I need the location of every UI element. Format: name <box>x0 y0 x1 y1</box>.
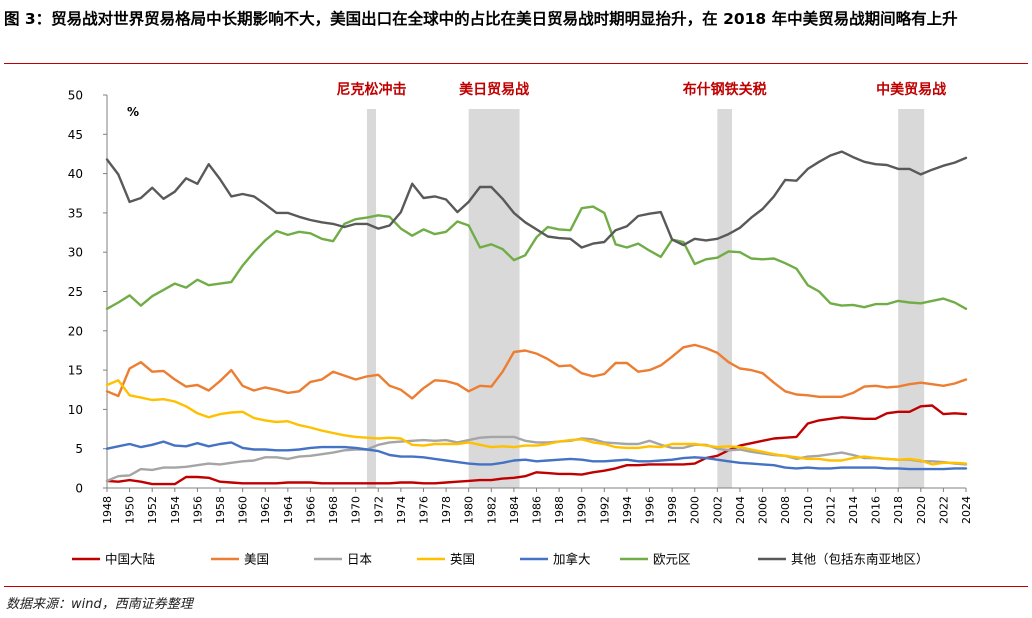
legend-label-euro: 欧元区 <box>653 552 691 567</box>
y-tick-label-4: 20 <box>68 324 83 338</box>
x-tick-label-0: 1948 <box>101 496 114 524</box>
x-tick-label-31: 2010 <box>802 496 815 524</box>
x-tick-label-9: 1966 <box>304 496 317 524</box>
x-tick-label-18: 1984 <box>508 496 521 524</box>
x-tick-label-17: 1982 <box>485 496 498 524</box>
event-band-3 <box>898 109 925 488</box>
event-label-3: 中美贸易战 <box>876 81 946 98</box>
axes-layer: 0 5 10 15 20 25 30 35 40 45 50% 1948 1950 1952 1954 195… <box>68 89 973 525</box>
x-tick-label-37: 2022 <box>937 496 950 524</box>
title-divider <box>4 63 1028 64</box>
x-tick-label-25: 1998 <box>666 496 679 524</box>
y-tick-label-2: 10 <box>68 403 83 417</box>
x-tick-label-15: 1978 <box>440 496 453 524</box>
x-tick-label-19: 1986 <box>531 496 544 524</box>
event-band-1 <box>468 109 520 488</box>
x-tick-label-27: 2002 <box>711 496 724 524</box>
y-tick-label-10: 50 <box>68 89 83 103</box>
y-tick-label-3: 15 <box>68 364 83 378</box>
series-line-other <box>105 150 968 249</box>
series-line-uk <box>105 379 968 466</box>
series-line-euro <box>105 205 968 311</box>
x-tick-label-26: 2000 <box>689 496 702 524</box>
series-line-china <box>105 404 968 486</box>
y-tick-label-6: 30 <box>68 246 83 260</box>
x-tick-label-35: 2018 <box>892 496 905 524</box>
x-tick-label-12: 1972 <box>372 496 385 524</box>
x-tick-label-29: 2006 <box>757 496 770 524</box>
event-label-layer: 尼克松冲击 美日贸易战 布什钢铁关税 中美贸易战 <box>336 81 946 98</box>
x-tick-label-5: 1958 <box>214 496 227 524</box>
series-layer <box>105 150 968 486</box>
x-tick-label-6: 1960 <box>237 496 250 524</box>
x-tick-label-7: 1962 <box>259 496 272 524</box>
x-tick-label-2: 1952 <box>146 496 159 524</box>
x-tick-label-14: 1976 <box>417 496 430 524</box>
x-tick-label-30: 2008 <box>779 496 792 524</box>
x-tick-label-11: 1970 <box>350 496 363 524</box>
x-tick-label-3: 1954 <box>169 496 182 524</box>
x-tick-label-16: 1980 <box>463 496 476 524</box>
source-divider <box>4 586 1028 587</box>
x-tick-label-22: 1992 <box>598 496 611 524</box>
series-line-japan <box>105 435 968 483</box>
line-chart: 0 5 10 15 20 25 30 35 40 45 50% 1948 1950 1952 1954 195… <box>68 81 973 567</box>
y-unit-label: % <box>127 105 139 119</box>
event-label-1: 美日贸易战 <box>459 81 529 98</box>
legend-label-canada: 加拿大 <box>553 552 591 567</box>
legend-label-china: 中国大陆 <box>105 552 155 567</box>
series-line-canada <box>105 440 968 471</box>
source-note: 数据来源：wind，西南证券整理 <box>6 597 193 612</box>
event-band-2 <box>717 109 733 488</box>
event-label-2: 布什钢铁关税 <box>683 81 767 98</box>
x-tick-label-24: 1996 <box>644 496 657 524</box>
x-tick-label-33: 2014 <box>847 496 860 524</box>
y-tick-label-1: 5 <box>75 442 83 456</box>
x-tick-label-36: 2020 <box>915 496 928 524</box>
legend: 中国大陆 美国 日本 英国 加拿大 欧元区 其他（包括东南亚地区） <box>72 552 929 567</box>
figure-title: 图 3：贸易战对世界贸易格局中长期影响不大，美国出口在全球中的占比在美日贸易战时… <box>4 10 958 28</box>
x-tick-label-20: 1988 <box>553 496 566 524</box>
event-label-0: 尼克松冲击 <box>336 81 406 98</box>
legend-label-other: 其他（包括东南亚地区） <box>791 552 929 567</box>
legend-label-japan: 日本 <box>347 552 373 567</box>
x-tick-label-28: 2004 <box>734 496 747 524</box>
legend-label-uk: 英国 <box>450 552 475 567</box>
x-tick-label-32: 2012 <box>824 496 837 524</box>
series-line-usa <box>105 343 968 400</box>
event-shading-layer <box>366 109 925 488</box>
x-tick-label-38: 2024 <box>960 496 973 524</box>
x-tick-label-4: 1956 <box>191 496 204 524</box>
x-tick-label-8: 1964 <box>282 496 295 524</box>
y-tick-label-5: 25 <box>68 285 83 299</box>
y-tick-label-8: 40 <box>68 167 83 181</box>
event-band-0 <box>366 109 377 488</box>
x-tick-label-23: 1994 <box>621 496 634 524</box>
x-tick-label-1: 1950 <box>124 496 137 524</box>
x-tick-label-10: 1968 <box>327 496 340 524</box>
x-tick-label-21: 1990 <box>576 496 589 524</box>
legend-label-usa: 美国 <box>244 552 269 567</box>
y-tick-label-7: 35 <box>68 206 83 220</box>
y-tick-label-9: 45 <box>68 128 83 142</box>
x-tick-label-13: 1974 <box>395 496 408 524</box>
x-tick-label-34: 2016 <box>870 496 883 524</box>
y-tick-label-0: 0 <box>75 482 83 496</box>
